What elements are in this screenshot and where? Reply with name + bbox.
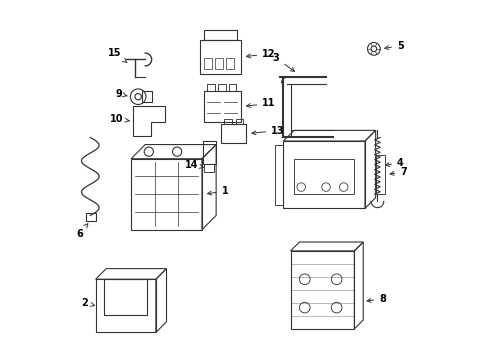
Text: 6: 6 xyxy=(76,224,88,239)
Bar xyxy=(221,124,246,143)
Text: 15: 15 xyxy=(108,48,126,63)
Text: 10: 10 xyxy=(110,113,129,123)
Bar xyxy=(203,58,211,69)
Text: 1: 1 xyxy=(207,186,228,196)
Bar xyxy=(226,58,234,69)
Bar xyxy=(202,141,216,164)
Text: 11: 11 xyxy=(246,98,275,108)
Text: 3: 3 xyxy=(272,53,294,71)
Bar xyxy=(235,119,243,124)
Bar xyxy=(228,84,236,91)
Bar xyxy=(218,84,225,91)
Text: 13: 13 xyxy=(251,126,284,136)
Bar xyxy=(200,40,241,74)
Bar xyxy=(203,30,237,40)
Bar xyxy=(142,91,151,102)
Text: 8: 8 xyxy=(366,293,385,303)
Text: 5: 5 xyxy=(384,41,403,51)
Text: 9: 9 xyxy=(115,89,127,99)
Text: 2: 2 xyxy=(81,298,94,308)
Bar xyxy=(204,164,214,172)
Text: 7: 7 xyxy=(389,167,407,177)
Bar xyxy=(224,119,232,124)
Bar xyxy=(86,213,96,221)
Text: 4: 4 xyxy=(385,158,403,168)
Text: 12: 12 xyxy=(246,49,275,59)
Text: 14: 14 xyxy=(184,159,203,170)
Bar xyxy=(203,91,241,122)
Bar xyxy=(215,58,223,69)
Bar xyxy=(207,84,215,91)
